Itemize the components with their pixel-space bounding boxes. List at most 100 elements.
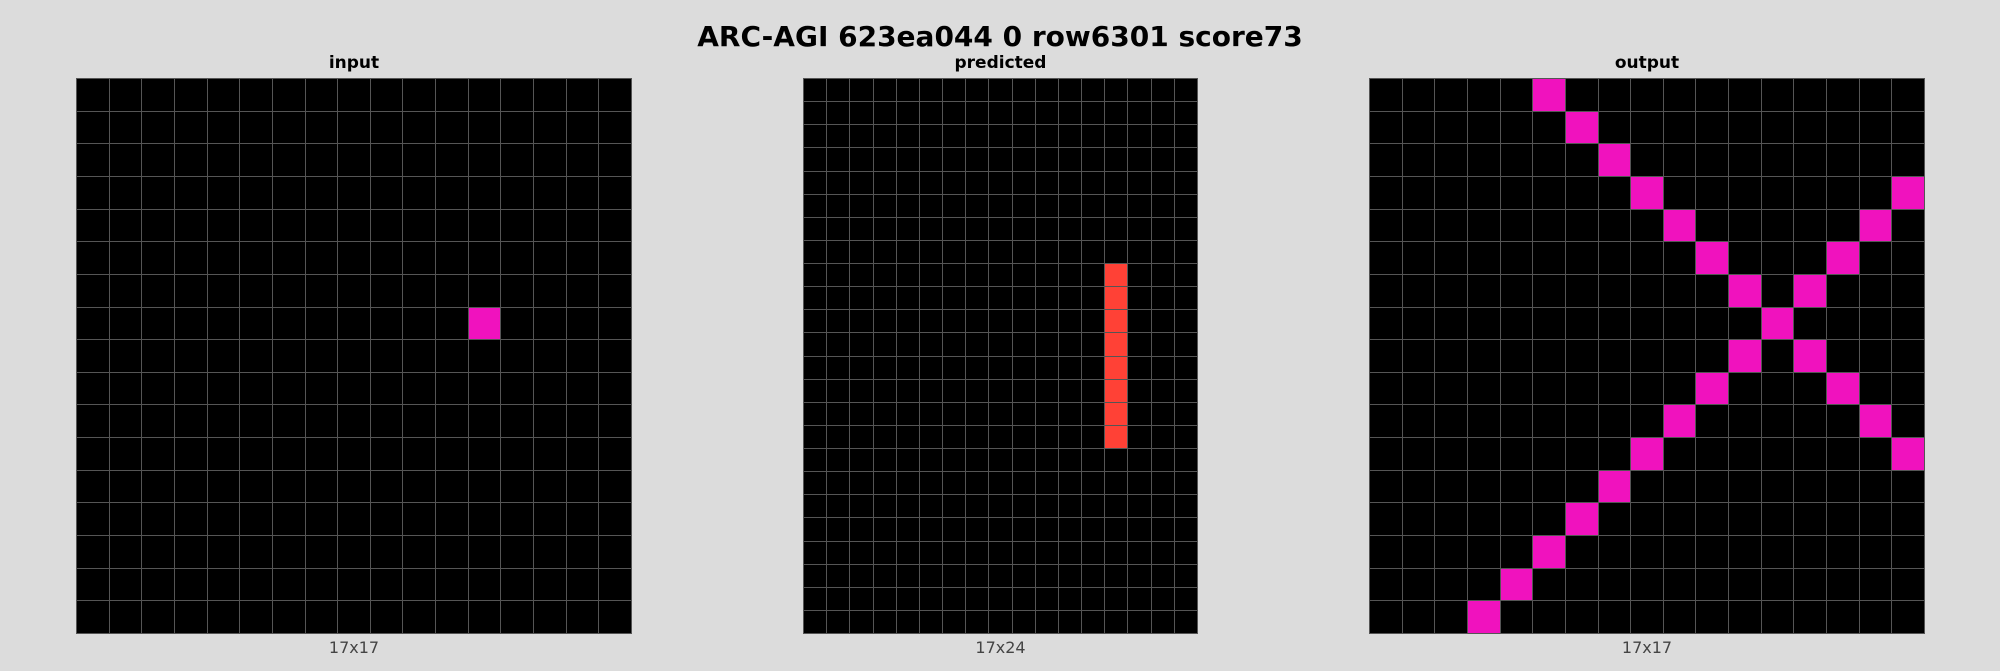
grid-cell	[1082, 587, 1105, 610]
grid-cell	[468, 568, 501, 601]
grid-cell	[1631, 470, 1663, 503]
grid-cell	[850, 564, 873, 587]
grid-cell	[1859, 176, 1892, 209]
grid-cell	[1435, 274, 1467, 307]
grid-cell	[850, 402, 873, 425]
grid-cell	[566, 242, 599, 274]
grid-cell	[827, 356, 850, 379]
grid-cell	[1827, 274, 1859, 307]
grid-cell	[1435, 438, 1467, 470]
grid-cell	[827, 610, 850, 633]
grid-cell	[534, 405, 566, 438]
grid-cell	[989, 472, 1012, 495]
grid-cell	[305, 307, 338, 340]
grid-cell	[305, 405, 338, 438]
grid-cell	[896, 148, 919, 171]
grid-cell	[1761, 242, 1794, 274]
grid-cell	[1565, 209, 1598, 242]
grid-cell	[1696, 209, 1729, 242]
grid-cell	[1012, 217, 1035, 240]
grid-cell	[1892, 536, 1924, 568]
grid-cell	[1565, 307, 1598, 340]
grid-cell	[77, 111, 109, 144]
grid-cell	[566, 568, 599, 601]
predicted-size-label: 17x24	[975, 638, 1026, 657]
grid-cell	[1533, 372, 1565, 405]
grid-cell	[1467, 372, 1500, 405]
grid-cell	[468, 79, 501, 111]
grid-cell	[1859, 144, 1892, 176]
grid-cell	[1058, 240, 1082, 263]
grid-cell	[534, 209, 566, 242]
grid-cell	[1128, 356, 1151, 379]
grid-cell	[827, 287, 850, 310]
grid-cell	[207, 307, 240, 340]
grid-cell	[1533, 307, 1565, 340]
grid-cell	[1012, 240, 1035, 263]
grid-cell-colored	[1729, 274, 1761, 307]
grid-cell	[1533, 340, 1565, 372]
grid-cell	[896, 79, 919, 102]
grid-cell	[1082, 194, 1105, 217]
grid-cell	[1696, 536, 1729, 568]
grid-cell	[873, 495, 896, 518]
grid-cell	[966, 472, 989, 495]
grid-cell	[240, 340, 272, 372]
grid-cell	[827, 472, 850, 495]
grid-cell	[1058, 79, 1082, 102]
grid-cell	[1729, 176, 1761, 209]
grid-cell	[943, 217, 966, 240]
grid-cell	[966, 449, 989, 472]
grid-cell	[207, 340, 240, 372]
grid-cell	[1533, 601, 1565, 633]
grid-cell	[827, 402, 850, 425]
grid-cell	[142, 536, 174, 568]
grid-cell	[850, 217, 873, 240]
grid-cell	[1012, 518, 1035, 541]
grid-cell	[989, 564, 1012, 587]
grid-cell	[1794, 601, 1827, 633]
grid-cell	[1827, 340, 1859, 372]
grid-cell	[1729, 307, 1761, 340]
grid-cell	[142, 372, 174, 405]
grid-cell	[272, 470, 305, 503]
grid-cell	[1827, 176, 1859, 209]
grid-cell	[566, 340, 599, 372]
grid-cell	[1500, 176, 1533, 209]
grid-cell	[1892, 307, 1924, 340]
grid-cell	[142, 568, 174, 601]
grid-cell	[1598, 111, 1631, 144]
grid-cell	[1827, 470, 1859, 503]
grid-cell	[1598, 601, 1631, 633]
grid-cell	[534, 503, 566, 536]
grid-cell	[896, 333, 919, 356]
grid-cell	[1082, 287, 1105, 310]
grid-cell	[850, 287, 873, 310]
grid-cell	[1663, 79, 1696, 111]
grid-cell	[501, 536, 534, 568]
grid-cell	[1794, 209, 1827, 242]
grid-cell	[1151, 356, 1174, 379]
grid-cell	[943, 379, 966, 402]
grid-cell	[1105, 240, 1128, 263]
grid-cell	[1128, 102, 1151, 125]
grid-cell	[989, 287, 1012, 310]
grid-cell	[1035, 79, 1058, 102]
grid-cell	[919, 194, 943, 217]
grid-cell	[403, 209, 436, 242]
grid-cell	[599, 176, 631, 209]
grid-cell	[77, 307, 109, 340]
grid-cell	[403, 405, 436, 438]
grid-cell	[966, 171, 989, 194]
grid-cell	[403, 274, 436, 307]
grid-cell	[943, 472, 966, 495]
grid-cell	[896, 240, 919, 263]
grid-cell	[534, 144, 566, 176]
grid-cell	[1892, 372, 1924, 405]
grid-cell	[1174, 148, 1197, 171]
grid-cell	[873, 541, 896, 564]
grid-cell	[873, 564, 896, 587]
grid-cell	[896, 264, 919, 287]
grid-cell	[1859, 242, 1892, 274]
grid-cell	[966, 240, 989, 263]
